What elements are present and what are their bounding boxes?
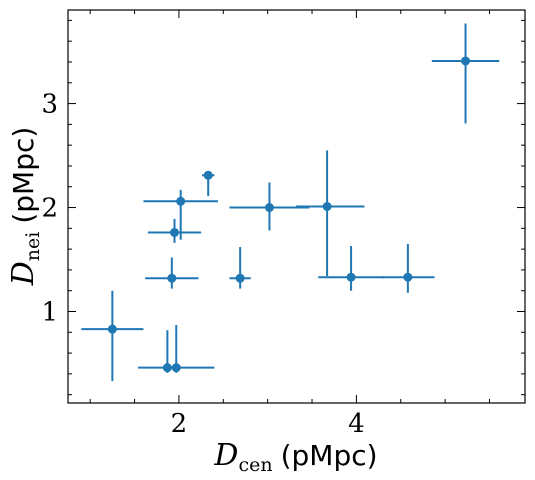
data-point (322, 202, 332, 211)
data-point (171, 363, 181, 373)
data-point (403, 272, 413, 282)
plot-frame (67, 9, 526, 404)
y-tick-label: 2 (41, 194, 58, 224)
axis-ticks (68, 10, 525, 403)
y-axis-label: Dnei(pMpc) (6, 127, 44, 287)
data-point (203, 170, 213, 180)
y-tick-label: 1 (41, 298, 58, 328)
data-points (107, 56, 471, 373)
data-point (176, 196, 186, 206)
y-tick-label: 3 (41, 90, 58, 120)
x-tick-label: 2 (171, 409, 188, 439)
data-point (167, 273, 177, 283)
tick-labels: 2 4 1 2 3 (41, 90, 364, 439)
error-bars (81, 23, 500, 382)
data-point (169, 227, 179, 237)
data-point (107, 324, 117, 334)
data-point (264, 203, 274, 213)
x-tick-label: 4 (348, 409, 365, 439)
data-point (461, 56, 471, 66)
x-axis-label: Dcen (pMpc) (213, 438, 377, 476)
data-point (346, 272, 356, 282)
data-point (235, 273, 245, 283)
data-point (162, 363, 172, 373)
